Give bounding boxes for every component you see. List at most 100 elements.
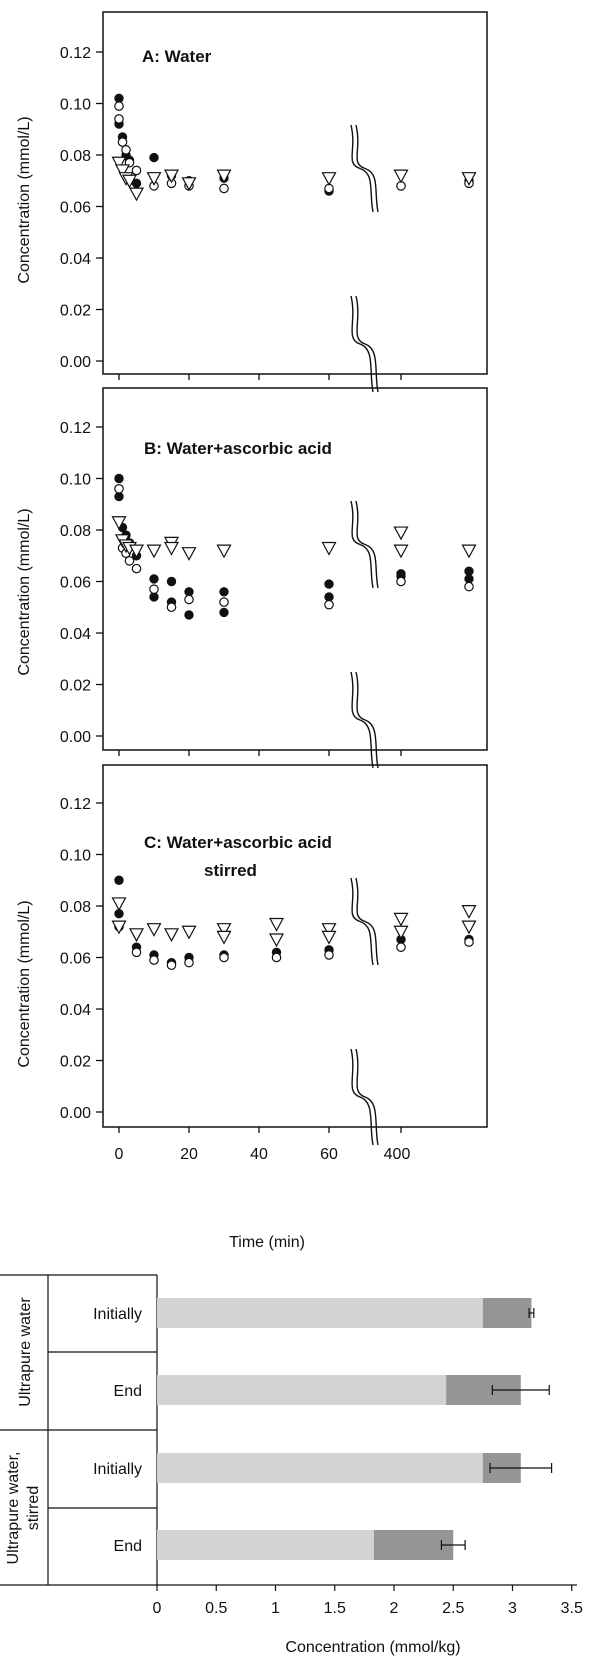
marker-open-triangle	[321, 172, 337, 186]
y-tick-label: 0.00	[60, 729, 91, 746]
marker-open-circle	[219, 183, 229, 194]
marker-open-triangle	[461, 920, 477, 935]
y-tick-label: 0.08	[60, 148, 91, 165]
panel-b: B: Water+ascorbic acid Concentration (mm…	[16, 387, 488, 769]
marker-open-triangle	[146, 172, 162, 186]
x-tick-label: 3.5	[561, 1600, 583, 1617]
marker-filled-circle	[149, 574, 159, 584]
group-label: stirred	[25, 1486, 42, 1530]
bar-chart: Concentration (mmol/kg) Ultrapure waterU…	[0, 1274, 583, 1656]
marker-open-triangle	[111, 897, 127, 912]
x-tick-label: 1.5	[324, 1600, 346, 1617]
marker-open-triangle	[114, 164, 131, 179]
marker-open-triangle	[216, 544, 232, 559]
bar-segment-light	[157, 1298, 483, 1328]
marker-open-circle	[219, 597, 229, 607]
panel-frame	[102, 11, 488, 375]
marker-open-circle	[114, 101, 124, 111]
marker-open-triangle	[146, 544, 162, 559]
y-tick-label: 0.08	[60, 899, 91, 916]
x-tick-label: 0	[115, 1146, 124, 1163]
marker-open-triangle	[163, 928, 180, 943]
marker-open-triangle	[321, 930, 337, 945]
bar-segment-light	[157, 1453, 483, 1483]
marker-open-triangle	[461, 172, 477, 186]
panel-a-title: A: Water	[142, 47, 212, 66]
x-tick-label: 400	[384, 1146, 411, 1163]
marker-open-triangle	[163, 169, 180, 184]
y-tick-label: 0.10	[60, 472, 91, 489]
row-label: End	[114, 1383, 142, 1400]
axis-break-line	[355, 124, 379, 213]
x-tick-label: 0.5	[205, 1600, 227, 1617]
marker-open-circle	[114, 483, 124, 494]
marker-open-triangle	[393, 169, 409, 184]
x-tick-label: 1	[271, 1600, 280, 1617]
marker-filled-circle	[166, 576, 177, 587]
marker-open-circle	[131, 563, 142, 574]
marker-open-triangle	[181, 177, 197, 192]
y-tick-label: 0.06	[60, 951, 91, 968]
marker-open-triangle	[146, 923, 162, 937]
marker-open-circle	[124, 556, 135, 566]
axis-break-line	[355, 1048, 379, 1146]
y-tick-label: 0.04	[60, 251, 91, 268]
row-label: Initially	[93, 1306, 142, 1323]
marker-open-triangle	[268, 933, 285, 948]
marker-open-triangle	[393, 912, 409, 927]
bar-chart-plot-layer: Ultrapure water Ultrapure water, stirred In…	[0, 1274, 583, 1617]
marker-open-triangle	[181, 547, 197, 561]
marker-open-triangle	[111, 920, 127, 935]
x-tick-label: 2	[390, 1600, 399, 1617]
y-tick-label: 0.12	[60, 420, 91, 437]
marker-open-circle	[166, 602, 177, 613]
marker-open-triangle	[216, 169, 232, 184]
marker-filled-circle	[114, 875, 124, 885]
panel-frame	[102, 387, 488, 751]
axis-break-line	[350, 877, 374, 966]
marker-filled-circle	[219, 587, 229, 597]
marker-open-circle	[464, 581, 474, 592]
marker-open-triangle	[181, 925, 197, 940]
y-tick-label: 0.02	[60, 1054, 91, 1071]
x-tick-label: 60	[320, 1146, 338, 1163]
marker-open-circle	[219, 952, 229, 963]
marker-open-triangle	[268, 917, 285, 932]
marker-open-triangle	[128, 928, 145, 943]
marker-open-circle	[464, 937, 474, 947]
y-tick-label: 0.12	[60, 45, 91, 62]
marker-open-circle	[114, 114, 124, 124]
panel-a: A: Water Concentration (mmol/L) 0.12 0.10…	[16, 11, 488, 393]
marker-open-circle	[271, 952, 282, 963]
y-tick-label: 0.00	[60, 1105, 91, 1122]
marker-open-circle	[324, 950, 334, 960]
panel-b-plot-layer: 0.12 0.10 0.08 0.06 0.04 0.02 0.00	[60, 387, 488, 769]
marker-open-triangle	[111, 156, 127, 171]
marker-open-triangle	[321, 923, 337, 937]
panel-frame	[102, 764, 488, 1128]
group-label: Ultrapure water,	[5, 1452, 22, 1565]
marker-open-circle	[396, 942, 406, 952]
marker-open-circle	[149, 584, 159, 595]
marker-open-circle	[396, 576, 406, 587]
marker-open-triangle	[216, 923, 232, 937]
panel-c-y-axis-label: Concentration (mmol/L)	[16, 900, 33, 1067]
bar-segment-light	[157, 1375, 447, 1405]
marker-open-triangle	[461, 905, 477, 919]
marker-open-triangle	[216, 930, 232, 945]
marker-open-circle	[117, 137, 128, 147]
x-tick-label: 0	[153, 1600, 162, 1617]
marker-filled-circle	[219, 607, 229, 618]
panel-b-title: B: Water+ascorbic acid	[144, 439, 332, 458]
marker-open-triangle	[128, 187, 145, 202]
panel-c-title-line-2: stirred	[204, 861, 257, 880]
axis-break-line	[355, 500, 379, 589]
y-tick-label: 0.12	[60, 796, 91, 813]
y-tick-label: 0.04	[60, 1002, 91, 1019]
marker-open-triangle	[393, 544, 409, 559]
axis-break-line	[350, 124, 374, 213]
x-tick-label: 40	[250, 1146, 268, 1163]
x-tick-label: 20	[180, 1146, 198, 1163]
bar-segment-light	[157, 1530, 374, 1560]
